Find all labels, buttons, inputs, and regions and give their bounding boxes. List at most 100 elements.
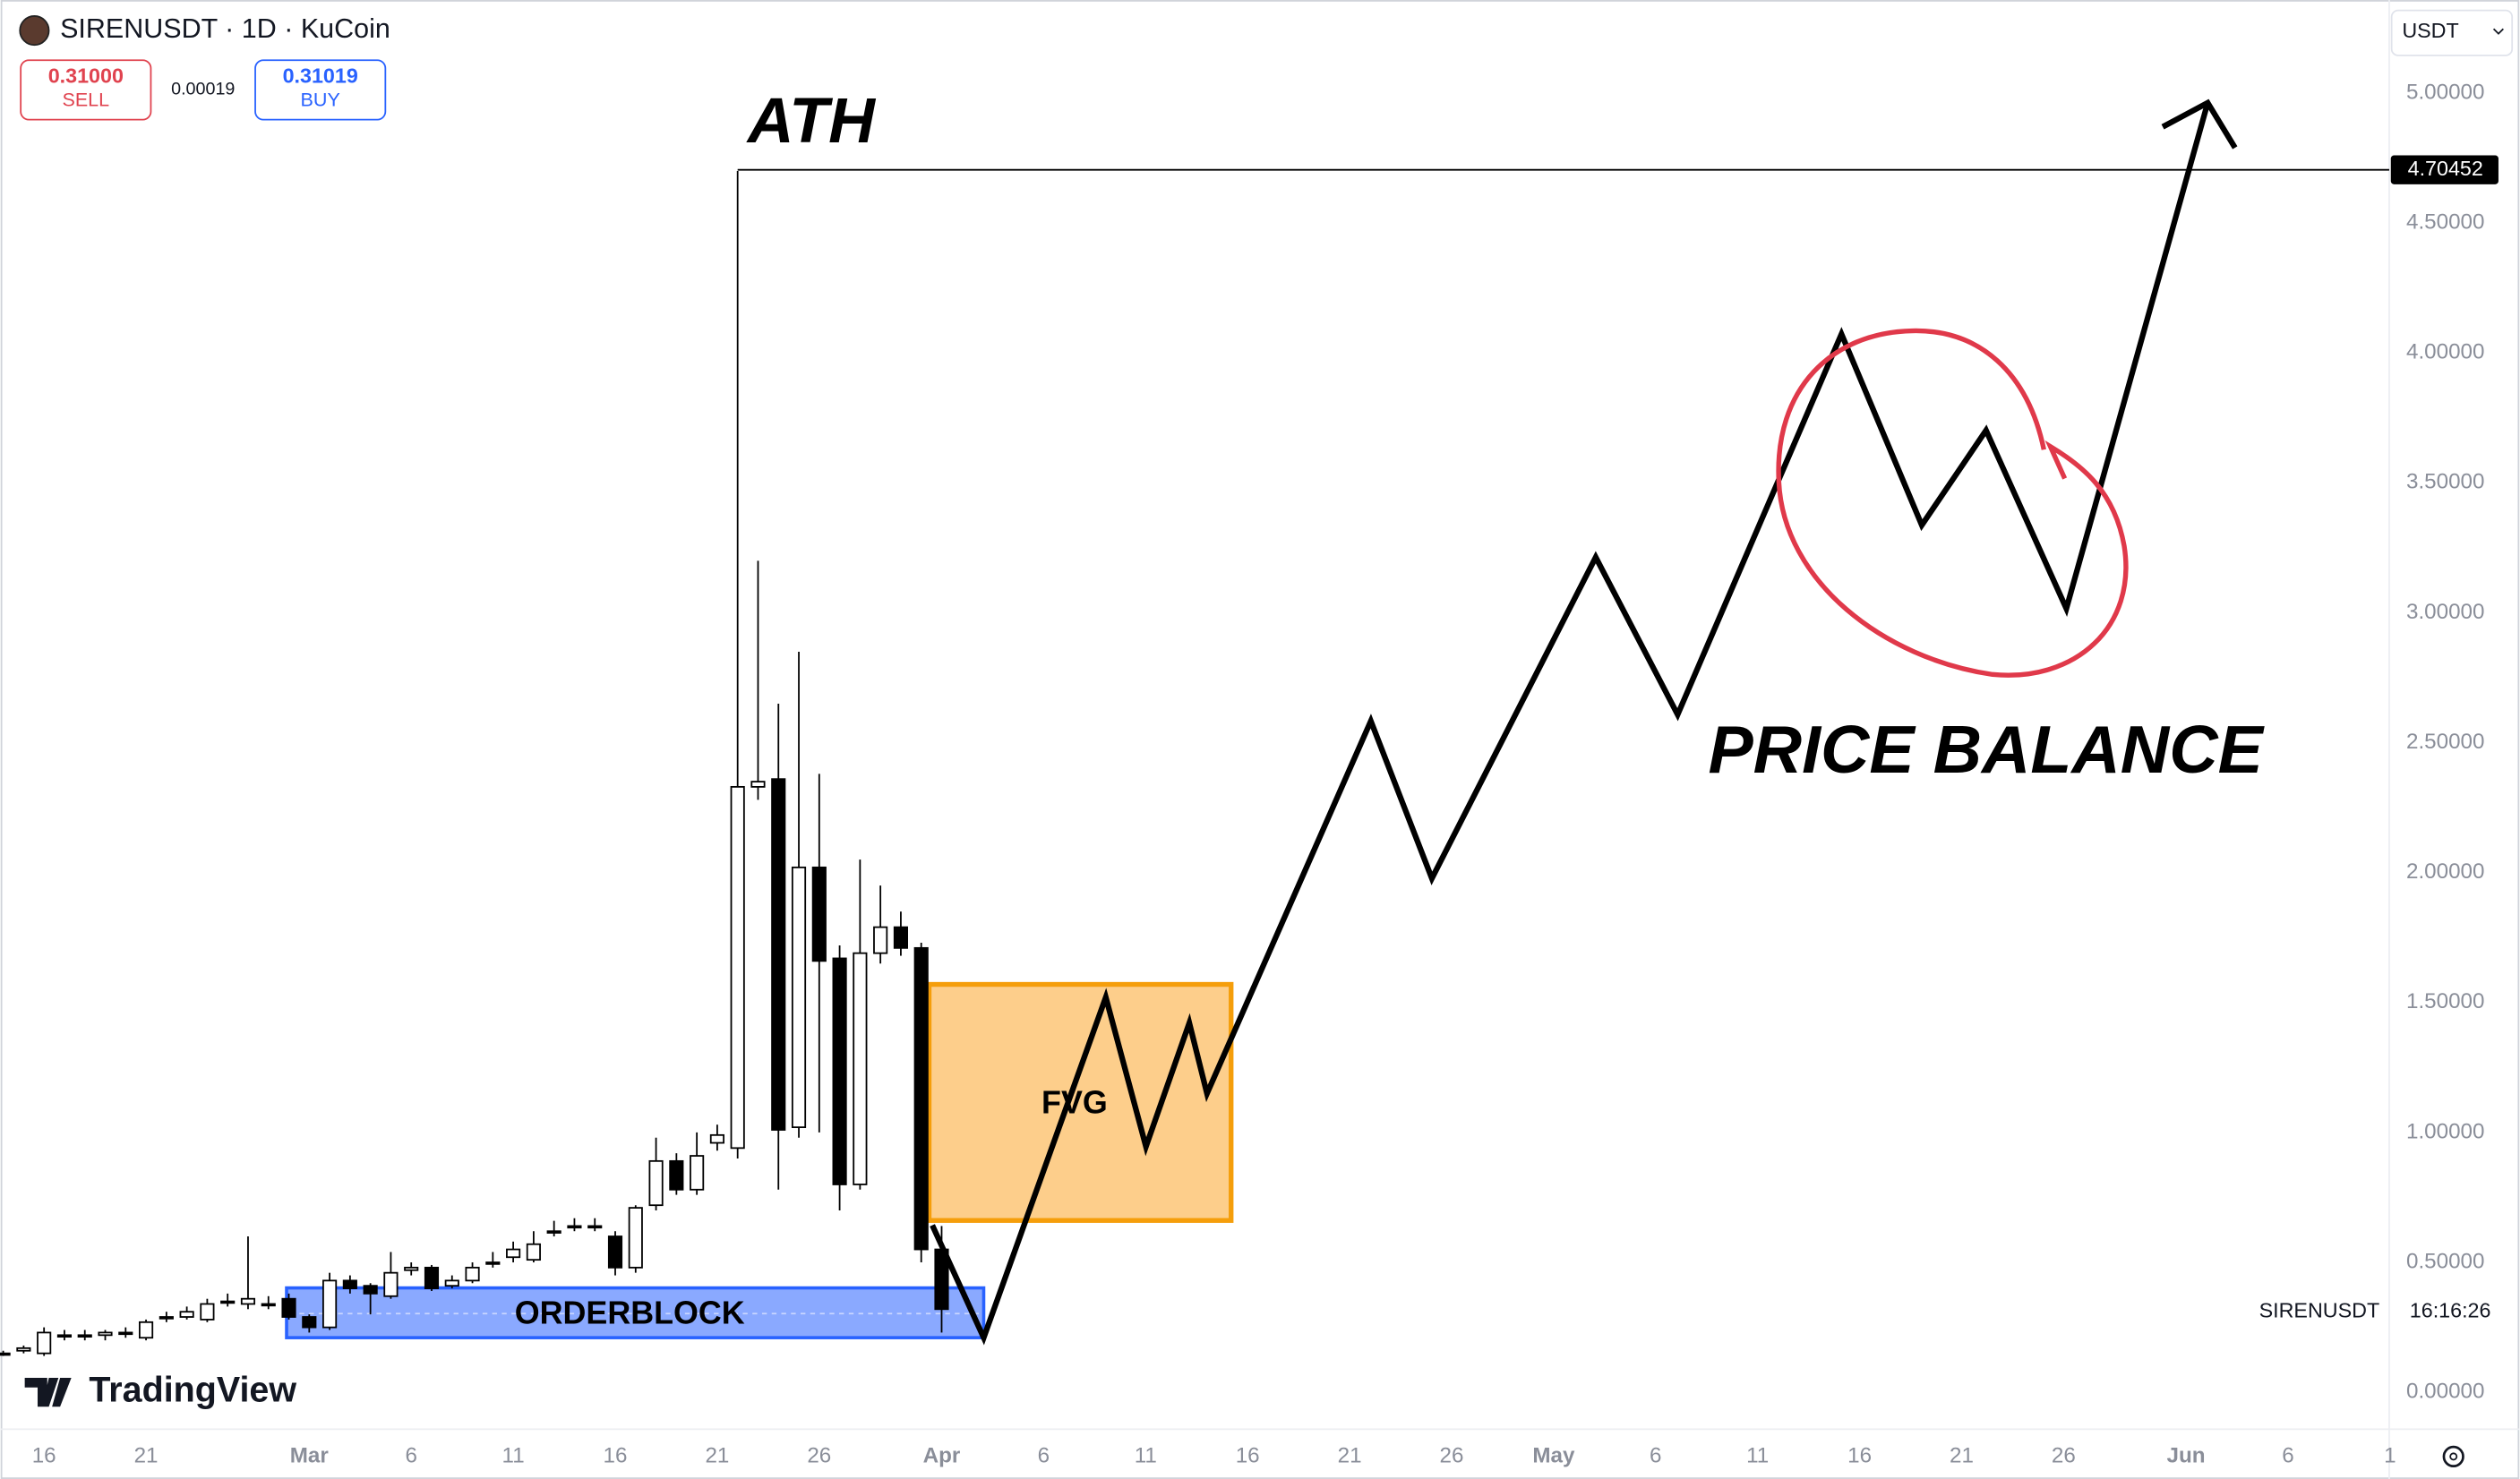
y-tick-label: 3.00000 — [2406, 600, 2485, 624]
candle-body — [832, 957, 847, 1185]
candle-body — [567, 1225, 582, 1229]
x-tick-label: 26 — [2052, 1443, 2076, 1467]
x-tick-label: Mar — [290, 1443, 330, 1467]
x-tick-label: 6 — [2282, 1443, 2293, 1467]
sell-label: SELL — [62, 90, 109, 111]
candle-body — [77, 1334, 92, 1338]
candle-body — [179, 1311, 194, 1318]
candle-body — [607, 1235, 623, 1269]
buy-button[interactable] — [254, 59, 387, 121]
candle-body — [913, 946, 929, 1251]
candle-body — [485, 1261, 501, 1265]
candle-body — [363, 1285, 378, 1295]
annotation-fvg: FVG — [1041, 1085, 1108, 1121]
annotation-price-balance: PRICE BALANCE — [1708, 712, 2265, 787]
x-tick-label: 21 — [705, 1443, 729, 1467]
settings-icon[interactable] — [2442, 1445, 2464, 1467]
x-tick-label: 16 — [1847, 1443, 1872, 1467]
y-tick-label: 1.00000 — [2406, 1119, 2485, 1143]
settings-icon-center — [2449, 1452, 2458, 1461]
x-tick-label: Jun — [2167, 1443, 2206, 1467]
candle-body — [526, 1243, 541, 1261]
candle-body — [281, 1297, 296, 1318]
logo-mark — [24, 1377, 72, 1407]
axes: 0.00000 0.50000 1.00000 1.50000 2.00000 2.500… — [32, 80, 2485, 1467]
red-circle — [1776, 328, 2129, 678]
x-tick-label: 21 — [1950, 1443, 1974, 1467]
x-tick-label: 21 — [1338, 1443, 1362, 1467]
candle-body — [261, 1303, 276, 1307]
candle-body — [771, 778, 786, 1131]
candle-body — [118, 1331, 133, 1336]
symbol-label: SIRENUSDT — [2259, 1299, 2380, 1322]
candle-body — [853, 952, 868, 1185]
candle-body — [37, 1331, 52, 1355]
candle-body — [220, 1300, 236, 1304]
symbol-icon — [19, 15, 50, 47]
x-tick-label: 26 — [1440, 1443, 1464, 1467]
candles — [0, 170, 949, 1356]
candle-body — [444, 1279, 459, 1287]
x-tick-label: 16 — [604, 1443, 628, 1467]
price-label: 4.70452 — [2408, 157, 2483, 180]
x-tick-label: May — [1532, 1443, 1575, 1467]
y-tick-label: 4.00000 — [2406, 340, 2485, 364]
annotation-ath: ATH — [746, 85, 877, 157]
candle-body — [750, 781, 766, 788]
orderblock-zone — [285, 1286, 986, 1339]
candle-body — [873, 926, 888, 954]
currency-dropdown[interactable] — [2390, 9, 2514, 56]
x-tick-label: 6 — [405, 1443, 416, 1467]
y-tick-label: 1.50000 — [2406, 989, 2485, 1013]
x-tick-label: 1 — [2384, 1443, 2396, 1467]
logo-text: TradingView — [89, 1371, 296, 1410]
fvg-zone — [926, 981, 1234, 1223]
projection-arrowhead — [2161, 98, 2238, 150]
candle-body — [342, 1279, 357, 1289]
x-tick-label: 21 — [134, 1443, 159, 1467]
candle-body — [240, 1297, 256, 1305]
plot — [285, 981, 1234, 1339]
candle-body — [709, 1133, 724, 1144]
x-tick-label: 16 — [1236, 1443, 1260, 1467]
dropdown-chevron — [2492, 28, 2504, 35]
candle-body — [302, 1316, 317, 1329]
x-tick-label: 6 — [1650, 1443, 1661, 1467]
symbol-title[interactable]: SIRENUSDT · 1D · KuCoin — [60, 13, 390, 44]
x-tick-label: 16 — [32, 1443, 56, 1467]
x-tick-label: 11 — [1135, 1443, 1157, 1467]
sell-button[interactable] — [20, 59, 152, 121]
x-tick-label: 11 — [502, 1443, 525, 1467]
candle-body — [893, 926, 908, 949]
clock: 16:16:26 — [2410, 1299, 2491, 1322]
spread: 0.00019 — [171, 80, 235, 99]
candle-body — [669, 1159, 684, 1191]
candle-body — [322, 1279, 338, 1329]
y-tick-label: 0.50000 — [2406, 1249, 2485, 1273]
candle-body — [0, 1352, 11, 1356]
annotation-orderblock: ORDERBLOCK — [515, 1295, 745, 1331]
y-tick-label: 4.50000 — [2406, 209, 2485, 234]
tradingview-logo: TradingView — [24, 1371, 296, 1410]
currency-label: USDT — [2402, 19, 2458, 42]
y-tick-label: 2.00000 — [2406, 859, 2485, 884]
y-tick-label: 5.00000 — [2406, 80, 2485, 104]
candle-body — [730, 785, 745, 1150]
candle-body — [200, 1303, 215, 1321]
y-tick-label: 3.50000 — [2406, 470, 2485, 494]
buy-price: 0.31019 — [283, 64, 358, 87]
sell-price: 0.31000 — [48, 64, 124, 87]
candle-body — [159, 1316, 174, 1320]
candle-body — [56, 1334, 73, 1338]
x-tick-label: 11 — [1746, 1443, 1769, 1467]
candle-body — [628, 1207, 643, 1269]
candle-body — [690, 1155, 705, 1191]
candle-body — [383, 1271, 399, 1297]
candle-body — [138, 1321, 154, 1339]
candle-body — [98, 1331, 113, 1337]
candle-body — [404, 1266, 419, 1271]
y-tick-label: 2.50000 — [2406, 730, 2485, 754]
candle-body — [546, 1230, 561, 1234]
